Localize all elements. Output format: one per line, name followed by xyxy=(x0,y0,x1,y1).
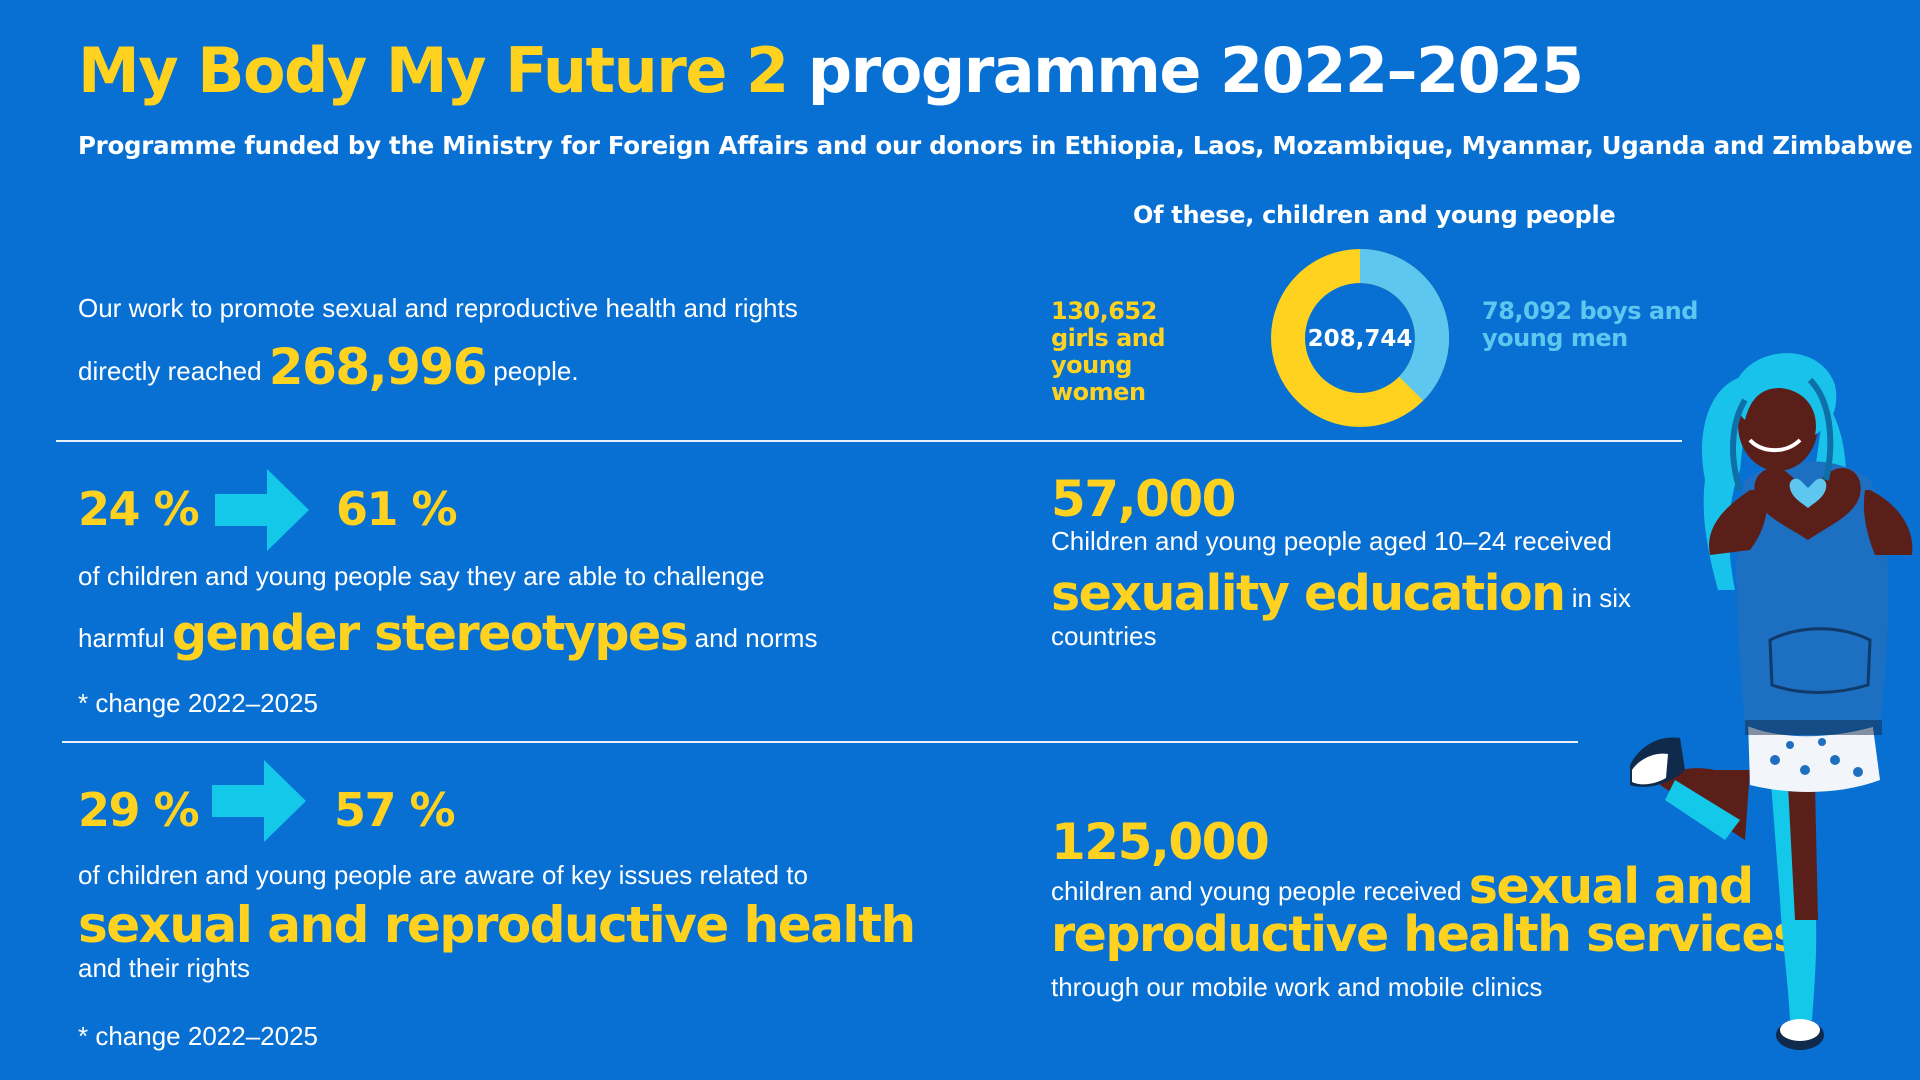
donut-chart: 208,744 xyxy=(1271,249,1449,427)
services-highlight-1: sexual and xyxy=(1468,858,1754,915)
awareness-from-percent: 29 % xyxy=(78,783,200,837)
education-number: 57,000 xyxy=(1051,470,1236,528)
title-rest: programme 2022–2025 xyxy=(807,34,1584,107)
reach-line-2: directly reached 268,996 people. xyxy=(78,335,579,400)
stereotypes-line-1: of children and young people say they ar… xyxy=(78,561,765,591)
stereotypes-prefix: harmful xyxy=(78,623,165,653)
donut-title: Of these, children and young people xyxy=(1133,201,1616,229)
reach-line-1: Our work to promote sexual and reproduct… xyxy=(78,293,798,323)
services-number: 125,000 xyxy=(1051,813,1270,871)
donut-boys-label: 78,092 boys and young men xyxy=(1482,297,1698,352)
stereotypes-from-percent: 24 % xyxy=(78,482,200,536)
education-suffix: in six xyxy=(1571,583,1632,613)
divider-bottom xyxy=(62,741,1578,743)
divider-top xyxy=(56,440,1682,442)
awareness-note: * change 2022–2025 xyxy=(78,1021,319,1051)
awareness-to-percent: 57 % xyxy=(334,783,456,837)
reach-suffix: people. xyxy=(493,356,579,386)
stereotypes-line-2: harmful gender stereotypes and norms xyxy=(78,602,817,666)
awareness-line-1: of children and young people are aware o… xyxy=(78,860,808,890)
title-highlight: My Body My Future 2 xyxy=(78,34,789,107)
awareness-line-3: and their rights xyxy=(78,953,250,983)
donut-boys-segment xyxy=(1360,249,1449,401)
stereotypes-highlight: gender stereotypes xyxy=(171,605,689,662)
awareness-highlight: sexual and reproductive health xyxy=(78,896,916,954)
right-arrow-icon xyxy=(212,760,306,842)
right-arrow-icon xyxy=(215,469,309,551)
donut-girls-label: 130,652 girls and young women xyxy=(1051,297,1166,406)
girl-heart-hands-illustration xyxy=(1630,353,1913,1050)
reach-number: 268,996 xyxy=(268,338,488,396)
education-line-3: countries xyxy=(1051,621,1157,651)
stereotypes-note: * change 2022–2025 xyxy=(78,688,319,718)
page-subtitle: Programme funded by the Ministry for For… xyxy=(78,131,1913,160)
education-line-2: sexuality education in six xyxy=(1051,562,1631,626)
services-prefix: children and young people received xyxy=(1051,876,1462,906)
donut-total: 208,744 xyxy=(1308,326,1413,352)
services-line-3: through our mobile work and mobile clini… xyxy=(1051,972,1543,1002)
reach-prefix: directly reached xyxy=(78,356,262,386)
stereotypes-suffix: and norms xyxy=(694,623,818,653)
services-line-1: children and young people received sexua… xyxy=(1051,855,1754,919)
education-line-1: Children and young people aged 10–24 rec… xyxy=(1051,526,1612,556)
education-highlight: sexuality education xyxy=(1051,565,1566,622)
page-title: My Body My Future 2 programme 2022–2025 xyxy=(78,34,1584,107)
services-highlight-2: reproductive health services xyxy=(1051,906,1802,963)
stereotypes-to-percent: 61 % xyxy=(336,482,458,536)
